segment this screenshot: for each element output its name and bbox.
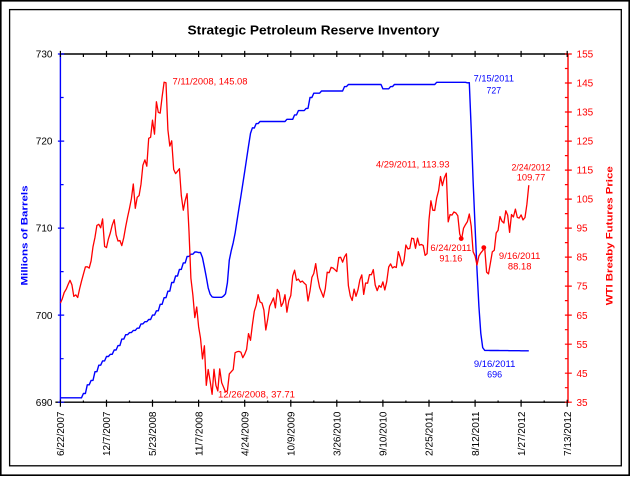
- svg-text:2/25/2011: 2/25/2011: [425, 411, 436, 456]
- svg-text:155: 155: [577, 50, 594, 61]
- svg-text:12/7/2007: 12/7/2007: [102, 411, 113, 456]
- svg-text:125: 125: [577, 137, 594, 148]
- svg-text:8/12/2011: 8/12/2011: [471, 411, 482, 456]
- svg-text:9/16/2011: 9/16/2011: [499, 251, 541, 261]
- svg-text:88.18: 88.18: [508, 262, 532, 272]
- svg-text:720: 720: [36, 137, 53, 148]
- svg-text:135: 135: [577, 108, 594, 119]
- svg-text:WTI Breaby Futures Price: WTI Breaby Futures Price: [605, 166, 616, 305]
- svg-text:91.16: 91.16: [439, 254, 462, 264]
- svg-text:145: 145: [577, 79, 594, 90]
- svg-text:700: 700: [36, 311, 53, 322]
- svg-text:7/11/2008, 145.08: 7/11/2008, 145.08: [173, 77, 248, 87]
- svg-text:3/26/2010: 3/26/2010: [333, 411, 344, 456]
- svg-text:690: 690: [36, 398, 53, 409]
- svg-text:45: 45: [577, 369, 589, 380]
- svg-text:12/26/2008, 37.71: 12/26/2008, 37.71: [218, 390, 295, 400]
- svg-text:65: 65: [577, 311, 589, 322]
- svg-text:35: 35: [577, 398, 589, 409]
- svg-text:730: 730: [36, 50, 53, 61]
- svg-text:2/24/2012: 2/24/2012: [511, 162, 550, 172]
- svg-text:696: 696: [487, 369, 502, 379]
- svg-text:95: 95: [577, 224, 589, 235]
- svg-text:75: 75: [577, 282, 589, 293]
- svg-text:85: 85: [577, 253, 589, 264]
- svg-text:9/10/2010: 9/10/2010: [379, 411, 390, 456]
- svg-text:7/13/2012: 7/13/2012: [563, 411, 574, 456]
- svg-text:6/24/2011: 6/24/2011: [430, 243, 471, 253]
- svg-text:Strategic Petroleum Reserve In: Strategic Petroleum Reserve Inventory: [188, 22, 441, 37]
- svg-text:4/24/2009: 4/24/2009: [240, 411, 251, 456]
- svg-text:Millions of Barrels: Millions of Barrels: [20, 186, 31, 286]
- svg-text:710: 710: [36, 224, 53, 235]
- svg-text:105: 105: [577, 195, 594, 206]
- svg-text:4/29/2011, 113.93: 4/29/2011, 113.93: [376, 160, 450, 170]
- svg-text:109.77: 109.77: [517, 173, 546, 183]
- svg-text:11/7/2008: 11/7/2008: [194, 411, 205, 456]
- svg-text:6/22/2007: 6/22/2007: [56, 411, 67, 456]
- svg-text:1/27/2012: 1/27/2012: [517, 411, 528, 456]
- svg-text:10/9/2009: 10/9/2009: [287, 411, 298, 456]
- svg-text:55: 55: [577, 340, 589, 351]
- svg-text:727: 727: [487, 86, 502, 96]
- svg-text:5/23/2008: 5/23/2008: [148, 411, 159, 456]
- svg-text:9/16/2011: 9/16/2011: [474, 359, 516, 369]
- svg-text:115: 115: [577, 166, 594, 177]
- svg-text:7/15/2011: 7/15/2011: [474, 73, 514, 83]
